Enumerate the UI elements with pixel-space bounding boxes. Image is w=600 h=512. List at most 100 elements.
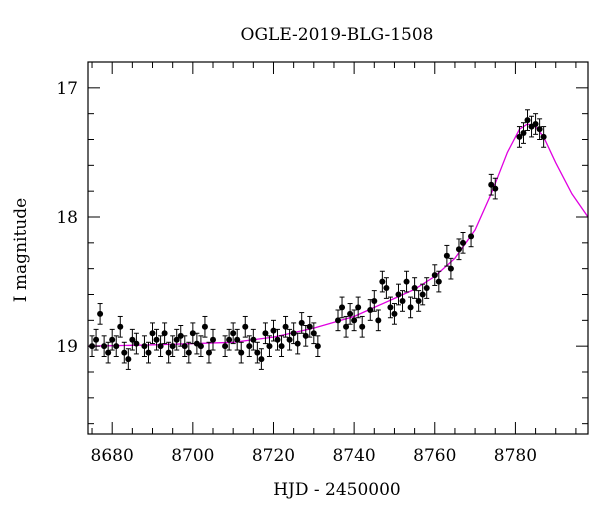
data-point (468, 233, 475, 240)
data-point (149, 330, 156, 337)
data-point (306, 323, 313, 330)
data-point (169, 343, 176, 350)
x-tick-label: 8720 (252, 446, 295, 466)
data-point (488, 181, 495, 188)
data-point (411, 285, 418, 292)
data-point (157, 343, 164, 350)
data-point (286, 336, 293, 343)
data-point (242, 323, 249, 330)
data-point (282, 323, 289, 330)
data-point (455, 246, 462, 253)
data-point (339, 304, 346, 311)
data-point (153, 336, 160, 343)
data-point (141, 343, 148, 350)
data-point (117, 323, 124, 330)
data-point (185, 349, 192, 356)
data-point (536, 126, 543, 133)
data-point (97, 310, 104, 317)
data-point (246, 343, 253, 350)
data-point (234, 336, 241, 343)
x-axis-tick-labels: 8680 8700 8720 8740 8760 8780 (91, 446, 537, 466)
data-point (189, 330, 196, 337)
data-point (238, 349, 245, 356)
data-point (254, 349, 261, 356)
data-point (492, 185, 499, 192)
plot-frame (87, 61, 589, 435)
data-point (335, 317, 341, 324)
data-point (516, 133, 523, 140)
x-tick-label: 8760 (413, 446, 456, 466)
data-point (129, 336, 136, 343)
data-point (201, 323, 208, 330)
data-point (294, 340, 301, 347)
chart-title: OGLE-2019-BLG-1508 (241, 25, 434, 45)
data-point (290, 330, 297, 337)
data-point (419, 291, 426, 298)
data-point (173, 336, 180, 343)
data-point (93, 336, 100, 343)
data-point (133, 340, 140, 347)
data-point (379, 278, 386, 285)
data-point (205, 349, 212, 356)
data-point (355, 304, 362, 311)
data-point (258, 356, 265, 363)
data-point (145, 349, 152, 356)
data-point (435, 278, 442, 285)
plot-area (87, 109, 589, 370)
data-point (121, 349, 128, 356)
data-point (407, 304, 414, 311)
data-point (347, 310, 354, 317)
data-point (105, 349, 112, 356)
data-point (395, 291, 402, 298)
data-point (399, 297, 406, 304)
data-point (343, 323, 350, 330)
data-point (431, 272, 438, 279)
data-point (403, 278, 410, 285)
y-axis-label: I magnitude (11, 198, 31, 302)
data-point (109, 336, 116, 343)
data-point (197, 343, 204, 350)
data-point (524, 117, 531, 124)
data-point (375, 317, 382, 324)
data-point (460, 239, 466, 246)
data-point (262, 330, 269, 337)
data-point (540, 133, 547, 140)
data-point (367, 307, 374, 313)
x-axis-label: HJD - 2450000 (273, 480, 401, 500)
x-tick-label: 8780 (494, 446, 537, 466)
y-tick-label: 19 (56, 337, 78, 357)
data-point (351, 317, 358, 324)
data-point (125, 356, 132, 363)
data-point (415, 297, 422, 304)
data-point (274, 336, 281, 343)
x-tick-label: 8700 (171, 446, 214, 466)
data-point (387, 304, 394, 311)
data-point (302, 332, 309, 339)
data-point (177, 332, 184, 339)
data-point (230, 330, 237, 337)
data-point (310, 330, 317, 337)
data-point (520, 130, 527, 137)
data-point (298, 319, 305, 326)
data-point (113, 343, 120, 350)
y-tick-label: 17 (56, 79, 78, 99)
data-point (314, 343, 321, 350)
x-tick-label: 8680 (91, 446, 134, 466)
y-axis-ticks (88, 61, 588, 425)
data-point (250, 336, 257, 343)
data-point (359, 323, 366, 330)
data-point (165, 349, 172, 356)
data-point (447, 265, 454, 272)
data-point (423, 285, 430, 292)
y-tick-label: 18 (56, 208, 78, 228)
data-point (391, 310, 398, 317)
data-point (532, 121, 539, 127)
data-point (371, 297, 378, 304)
data-point (181, 343, 188, 350)
data-point (443, 252, 450, 259)
data-point (278, 343, 285, 350)
x-tick-label: 8740 (332, 446, 375, 466)
data-point (222, 343, 229, 350)
x-axis-ticks (91, 62, 577, 434)
